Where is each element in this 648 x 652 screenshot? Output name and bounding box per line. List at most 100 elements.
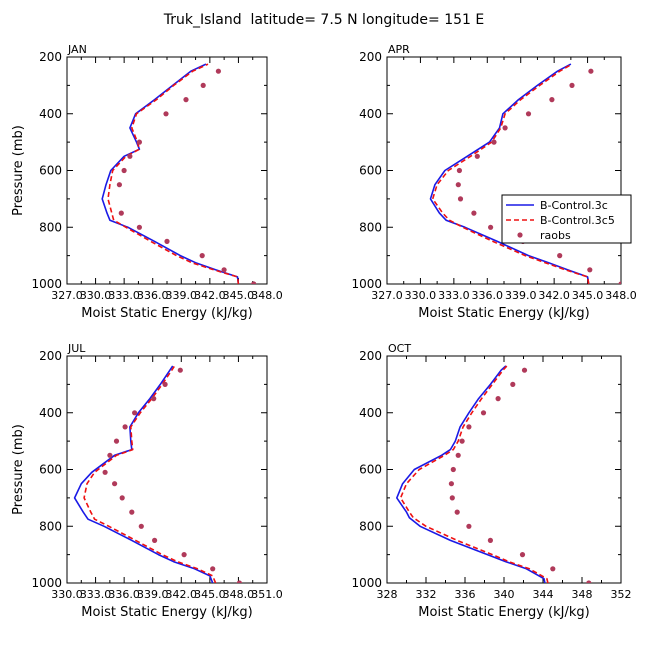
raobs-point-jan — [163, 111, 169, 117]
raobs-point-oct — [550, 566, 556, 572]
x-tick-label-jan: 348.0 — [251, 289, 283, 302]
x-tick-label-jul: 339.0 — [137, 588, 169, 601]
plot-frame-oct — [386, 355, 622, 584]
y-tick-label-jan: 800 — [39, 220, 62, 234]
data-layer-apr — [429, 63, 621, 284]
x-tick-label-jan: 339.0 — [166, 289, 198, 302]
y-tick-label-jan: 400 — [39, 107, 62, 121]
raobs-point-jan — [183, 97, 189, 103]
raobs-point-apr — [455, 182, 461, 188]
x-tick-label-jan: 342.0 — [194, 289, 226, 302]
raobs-point-jul — [113, 438, 120, 444]
raobs-point-jul — [162, 381, 168, 387]
y-tick-label-oct: 1000 — [351, 576, 382, 590]
x-tick-label-oct: 328 — [377, 588, 398, 601]
x-tick-label-jan: 330.0 — [80, 289, 112, 302]
raobs-point-jan — [136, 139, 142, 145]
x-tick-label-jan: 345.0 — [223, 289, 255, 302]
x-tick-label-apr: 327.0 — [371, 289, 403, 302]
raobs-point-oct — [510, 381, 516, 387]
x-tick-label-oct: 348 — [572, 588, 593, 601]
series-line-control-3c-jan — [101, 63, 240, 284]
panel-jul: JUL 330.0333.0336.0339.0342.0345.0348.035… — [11, 342, 283, 620]
raobs-point-oct — [466, 424, 472, 430]
x-tick-label-oct: 340 — [494, 588, 515, 601]
raobs-point-jan — [136, 224, 142, 230]
y-tick-label-jan: 200 — [39, 50, 62, 64]
y-tick-label-apr: 400 — [359, 107, 382, 121]
x-tick-label-jul: 342.0 — [166, 588, 198, 601]
panel-label-jul: JUL — [67, 342, 86, 355]
series-line-control-3c-jul — [73, 365, 214, 583]
x-tick-label-jul: 348.0 — [223, 588, 255, 601]
raobs-point-apr — [502, 125, 508, 131]
panel-label-jan: JAN — [67, 43, 87, 56]
y-tick-label-apr: 200 — [359, 50, 382, 64]
raobs-point-apr — [549, 97, 555, 103]
x-axis-label-apr: Moist Static Energy (kJ/kg) — [418, 306, 589, 321]
raobs-point-jul — [129, 509, 135, 515]
y-tick-label-jul: 1000 — [31, 576, 62, 590]
raobs-point-oct — [480, 410, 487, 416]
raobs-point-jan — [118, 210, 124, 216]
raobs-point-oct — [519, 552, 526, 558]
raobs-point-apr — [557, 253, 563, 259]
plot-frame-apr — [386, 56, 622, 285]
raobs-point-jan — [127, 153, 133, 159]
data-layer-jul — [73, 365, 242, 583]
raobs-point-jul — [236, 580, 242, 583]
raobs-point-oct — [466, 523, 472, 529]
raobs-point-apr — [471, 210, 477, 216]
panel-apr: APR 327.0 330.0 333.0 336.0 339.0 342.0 345.0 34… — [351, 43, 636, 321]
x-tick-label-jul: 330.0 — [51, 588, 83, 601]
x-tick-label-jan: 327.0 — [51, 289, 83, 302]
raobs-point-apr — [618, 281, 621, 284]
raobs-point-jan — [164, 238, 170, 244]
y-tick-label-jul: 200 — [39, 349, 62, 363]
x-tick-label-apr: 345.0 — [572, 289, 604, 302]
y-tick-label-apr: 600 — [359, 164, 382, 178]
raobs-point-jan — [200, 82, 206, 88]
x-tick-label-jan: 336.0 — [137, 289, 169, 302]
x-tick-label-oct: 352 — [611, 588, 632, 601]
raobs-point-jul — [119, 495, 125, 501]
y-tick-label-jul: 600 — [39, 463, 62, 477]
x-tick-label-oct: 332 — [416, 588, 437, 601]
x-tick-label-jul: 336.0 — [108, 588, 140, 601]
y-tick-label-apr: 800 — [359, 220, 382, 234]
x-axis-label-jul: Moist Static Energy (kJ/kg) — [81, 605, 252, 620]
raobs-point-jan — [121, 167, 127, 174]
raobs-point-jul — [152, 537, 158, 544]
x-tick-label-jul: 345.0 — [194, 588, 226, 601]
legend-label: B-Control.3c — [540, 199, 608, 212]
x-tick-label-apr: 339.0 — [505, 289, 537, 302]
y-axis-label-jul: Pressure (mb) — [11, 424, 26, 515]
raobs-point-jan — [199, 253, 205, 259]
raobs-point-oct — [459, 438, 465, 444]
raobs-point-jul — [138, 523, 144, 529]
raobs-point-apr — [456, 167, 462, 174]
series-line-control-3c-apr — [429, 63, 590, 284]
raobs-point-jul — [210, 566, 216, 572]
x-tick-label-oct: 336 — [455, 588, 476, 601]
x-tick-label-apr: 330.0 — [405, 289, 437, 302]
raobs-point-jul — [181, 552, 187, 558]
raobs-point-apr — [457, 196, 464, 202]
raobs-point-oct — [450, 466, 456, 473]
x-axis-label-oct: Moist Static Energy (kJ/kg) — [418, 605, 589, 620]
raobs-point-jan — [116, 182, 122, 188]
raobs-point-jan — [221, 267, 227, 273]
raobs-point-apr — [474, 153, 480, 159]
raobs-point-apr — [525, 111, 532, 117]
figure-title: Truk_Island latitude= 7.5 N longitude= 1… — [163, 12, 484, 28]
x-tick-label-apr: 342.0 — [538, 289, 570, 302]
y-tick-label-jan: 1000 — [31, 277, 62, 291]
raobs-point-jul — [102, 469, 108, 475]
legend-label: B-Control.3c5 — [540, 214, 615, 227]
legend-swatch-raobs — [517, 232, 523, 238]
raobs-point-jul — [107, 452, 113, 458]
panel-label-apr: APR — [388, 43, 410, 56]
raobs-point-oct — [449, 495, 455, 501]
